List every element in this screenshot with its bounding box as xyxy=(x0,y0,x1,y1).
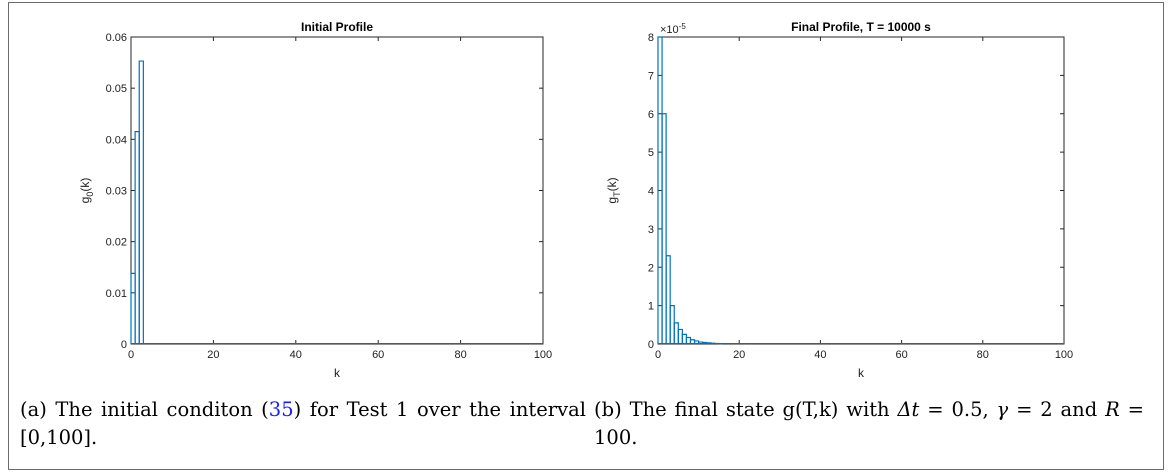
caption-b: (b) The final state g(T,k) with Δt = 0.5… xyxy=(594,396,1144,452)
x-tick-label: 40 xyxy=(290,349,302,361)
y-tick-label: 6 xyxy=(648,109,654,121)
y-tick-label: 2 xyxy=(648,262,654,274)
plot-area xyxy=(130,36,544,345)
caption-b-mid2: = 2 and xyxy=(1008,398,1106,421)
bar xyxy=(661,113,667,344)
y-tick-label: 1 xyxy=(648,301,654,313)
y-axis-label: gT(k) xyxy=(605,177,622,203)
x-tick-label: 20 xyxy=(207,349,219,361)
y-tick-label: 0.03 xyxy=(106,186,127,198)
caption-a-ref[interactable]: 35 xyxy=(268,398,294,421)
x-tick-label: 80 xyxy=(977,349,989,361)
caption-b-prefix: (b) The final state g(T,k) with xyxy=(594,398,898,421)
y-tick-label: 5 xyxy=(648,147,654,159)
x-tick-label: 100 xyxy=(534,349,552,361)
caption-b-mid1: = 0.5, xyxy=(919,398,997,421)
y-tick-label: 0.05 xyxy=(106,83,127,95)
plot-area xyxy=(657,36,1065,345)
chart-title: Final Profile, T = 10000 s xyxy=(791,20,931,34)
y-tick-label: 0 xyxy=(648,339,654,351)
caption-b-dt: Δt xyxy=(897,398,920,421)
y-tick-label: 3 xyxy=(648,224,654,236)
y-tick-label: 0 xyxy=(121,339,127,351)
y-tick-label: 0.04 xyxy=(106,134,127,146)
y-tick-label: 7 xyxy=(648,70,654,82)
caption-a-suffix: ) for Test 1 over the interval [0,100]. xyxy=(20,398,587,449)
y-tick-label: 0.01 xyxy=(106,288,127,300)
caption-a-prefix: (a) The initial conditon ( xyxy=(20,398,269,421)
x-tick-label: 60 xyxy=(895,349,907,361)
caption-b-R: R xyxy=(1105,398,1120,421)
chart-title: Initial Profile xyxy=(301,20,373,34)
caption-b-gamma: γ xyxy=(996,398,1009,421)
y-tick-label: 0.06 xyxy=(106,32,127,44)
chart-0: 0 20 40 60 80 100 0 0.01 0.02 0.03 0.04 0.05 0.06 Ini… xyxy=(78,20,552,380)
caption-b-end: = 100. xyxy=(594,398,1144,449)
x-tick-label: 100 xyxy=(1055,349,1073,361)
caption-a: (a) The initial conditon (35) for Test 1… xyxy=(20,396,586,452)
x-tick-label: 80 xyxy=(454,349,466,361)
y-tick-label: 0.02 xyxy=(106,237,127,249)
x-axis-label: k xyxy=(334,366,341,380)
x-axis-label: k xyxy=(858,366,865,380)
chart-1: 0 20 40 60 80 100 0 1 2 3 4 5 6 7 8 Final Profile, T = … xyxy=(605,20,1073,380)
bar xyxy=(665,255,671,344)
y-axis-label: g0(k) xyxy=(78,178,95,204)
x-tick-label: 20 xyxy=(733,349,745,361)
x-tick-label: 0 xyxy=(655,349,661,361)
y-tick-label: 8 xyxy=(648,32,654,44)
x-tick-label: 60 xyxy=(372,349,384,361)
y-exponent-label: ×10-5 xyxy=(660,22,686,36)
x-tick-label: 40 xyxy=(814,349,826,361)
x-tick-label: 0 xyxy=(128,349,134,361)
y-tick-label: 4 xyxy=(648,186,654,198)
bar xyxy=(138,60,144,344)
